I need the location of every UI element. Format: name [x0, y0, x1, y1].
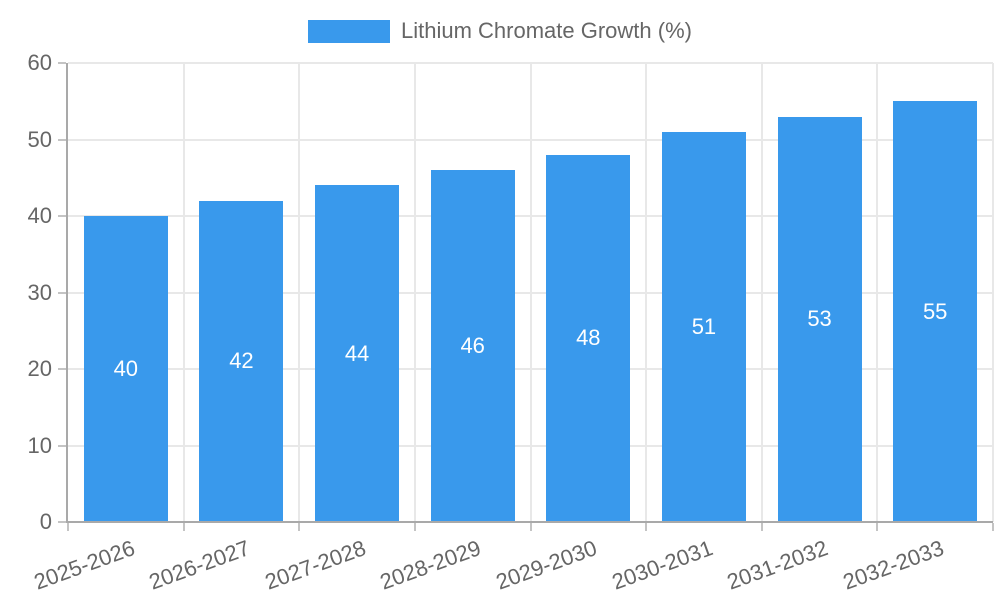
bar-2032-2033[interactable]: 55 [893, 101, 978, 522]
bar-value-label: 55 [922, 298, 948, 324]
y-tick-label: 50 [27, 126, 52, 152]
x-tick-label: 2032-2033 [839, 535, 948, 595]
x-tick-label: 2028-2029 [377, 535, 485, 595]
bar-2026-2027[interactable]: 42 [199, 200, 284, 522]
y-tick-mark [58, 215, 66, 217]
y-tick-mark [58, 444, 66, 447]
bar-2028-2029[interactable]: 46 [430, 170, 515, 522]
x-tick-label: 2029-2030 [492, 535, 601, 595]
bar-2030-2031[interactable]: 51 [661, 131, 746, 522]
x-axis-line [66, 521, 993, 523]
gridline-vertical [298, 63, 301, 522]
x-tick-label: 2031-2032 [724, 535, 832, 595]
y-axis-line [66, 63, 68, 522]
bar-value-label: 51 [691, 313, 717, 339]
y-tick-label: 10 [27, 432, 52, 458]
x-tick-label: 2030-2031 [608, 535, 716, 595]
x-tick-mark [876, 523, 879, 531]
bar-2029-2030[interactable]: 48 [546, 154, 631, 522]
gridline-vertical [876, 63, 879, 522]
gridline-vertical [529, 63, 532, 522]
bar-value-label: 46 [460, 333, 485, 359]
y-tick-mark [58, 62, 66, 64]
y-tick-label: 40 [27, 203, 52, 228]
x-tick-mark [760, 523, 763, 531]
y-tick-mark [58, 291, 66, 294]
y-tick-mark [58, 368, 66, 370]
x-tick-mark [67, 523, 69, 531]
gridline-vertical [992, 63, 994, 522]
y-tick-label: 20 [27, 356, 52, 381]
bar-value-label: 40 [113, 356, 139, 381]
bar-value-label: 48 [576, 325, 601, 351]
bar-value-label: 44 [344, 340, 370, 366]
x-tick-mark [298, 523, 301, 531]
gridline-vertical [645, 63, 648, 522]
gridline-vertical [413, 63, 416, 522]
bar-value-label: 42 [229, 348, 254, 374]
y-tick-label: 60 [27, 50, 52, 75]
bar-2025-2026[interactable]: 40 [83, 216, 168, 522]
x-tick-mark [182, 523, 185, 531]
legend-swatch [308, 19, 390, 43]
x-tick-label: 2027-2028 [261, 535, 369, 595]
x-tick-mark [992, 523, 994, 531]
y-tick-mark [58, 521, 66, 523]
legend-label: Lithium Chromate Growth (%) [401, 18, 692, 43]
x-tick-mark [413, 523, 416, 531]
x-tick-label: 2025-2026 [30, 535, 138, 595]
x-tick-mark [529, 523, 532, 531]
y-tick-mark [58, 138, 66, 141]
legend[interactable]: Lithium Chromate Growth (%) [0, 18, 1000, 43]
x-tick-mark [645, 523, 648, 531]
bar-value-label: 53 [807, 306, 832, 332]
gridline-vertical [182, 63, 185, 522]
y-tick-label: 0 [39, 509, 52, 534]
x-tick-label: 2026-2027 [145, 535, 254, 595]
bar-2031-2032[interactable]: 53 [777, 116, 862, 522]
gridline-vertical [760, 63, 763, 522]
bar-2027-2028[interactable]: 44 [315, 185, 400, 522]
y-tick-label: 30 [27, 279, 52, 305]
